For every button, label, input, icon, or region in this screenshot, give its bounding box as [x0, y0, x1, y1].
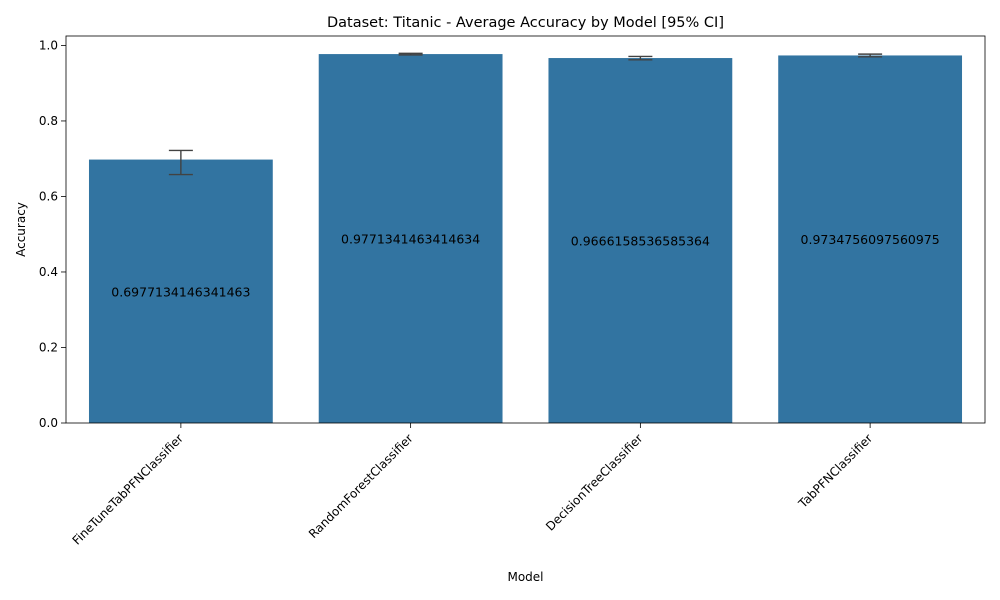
- error-bar: [168, 149, 193, 176]
- bar-value-label: 0.9771341463414634: [341, 232, 480, 247]
- y-tick-label: 0.4: [39, 265, 58, 279]
- y-tick-label: 0.8: [39, 114, 58, 128]
- y-tick-label: 1.0: [39, 38, 58, 52]
- y-axis: 0.0 0.2 0.4 0.6 0.8 1.0: [39, 38, 66, 430]
- y-tick-label: 0.2: [39, 340, 58, 354]
- y-tick-label: 0.0: [39, 416, 58, 430]
- bar: [318, 54, 503, 424]
- bar-value-label: 0.9734756097560975: [801, 232, 940, 247]
- bar: [778, 55, 963, 423]
- error-bar: [628, 55, 653, 61]
- bar: [88, 159, 273, 423]
- x-axis: FineTuneTabPFNClassifier RandomForestClas…: [70, 423, 875, 548]
- value-labels-layer: 0.6977134146341463 0.9771341463414634 0.96…: [111, 232, 939, 300]
- bar-value-label: 0.9666158536585364: [571, 234, 710, 249]
- y-tick-label: 0.6: [39, 189, 58, 203]
- x-tick-label: RandomForestClassifier: [306, 431, 416, 541]
- x-tick-label: TabPFNClassifier: [795, 431, 875, 511]
- chart-title: Dataset: Titanic - Average Accuracy by M…: [327, 15, 724, 31]
- error-bar: [858, 53, 883, 58]
- bar: [548, 58, 733, 423]
- plot-frame: [65, 35, 986, 424]
- error-bar: [398, 52, 423, 56]
- x-tick-label: DecisionTreeClassifier: [543, 431, 645, 533]
- errorbars-layer: [168, 52, 883, 176]
- x-tick-label: FineTuneTabPFNClassifier: [70, 431, 186, 547]
- y-axis-label: Accuracy: [14, 202, 28, 257]
- bar-value-label: 0.6977134146341463: [111, 284, 250, 299]
- x-axis-label: Model: [507, 570, 543, 584]
- bars-layer: [88, 54, 963, 424]
